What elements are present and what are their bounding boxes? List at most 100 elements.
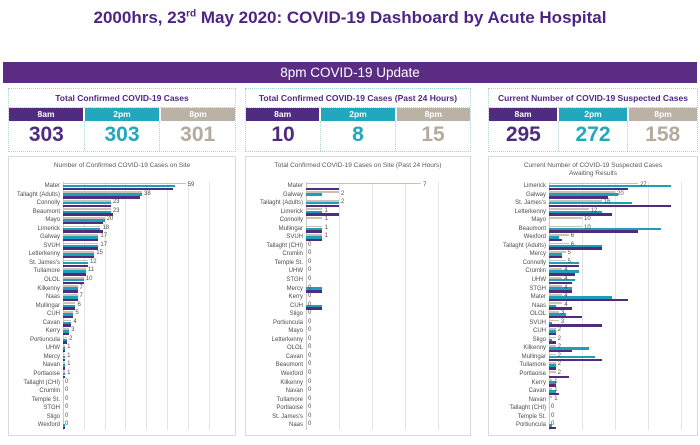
value-label: 0	[308, 318, 312, 325]
bar-8am	[63, 221, 103, 225]
chart-row: Kilkenny 0	[250, 379, 466, 388]
value-label: 0	[65, 404, 69, 411]
category-label: SVUH	[529, 319, 546, 326]
chart-row: SVUH 3	[493, 319, 693, 328]
category-label: OLOL	[529, 311, 546, 318]
headline-values-row: 295 272 158	[489, 121, 697, 151]
category-label: Mullingar	[521, 353, 546, 360]
chart-row: SVUH 1	[250, 233, 466, 242]
chart-row: Naas 0	[250, 421, 466, 430]
bar-group: 2	[549, 336, 681, 345]
bar-2pm	[549, 244, 602, 248]
bar-2pm	[63, 227, 101, 231]
value-label: 15	[96, 250, 103, 257]
page-title-prefix: 2000hrs, 23	[93, 8, 187, 27]
bar-group: 11	[63, 267, 219, 276]
bar-group: 5	[549, 259, 681, 268]
bar-group: 0	[306, 387, 454, 396]
category-label: Kerry	[288, 294, 303, 301]
category-label: SVUH	[43, 242, 60, 249]
category-label: Mayo	[45, 217, 60, 224]
value-label: 4	[564, 276, 568, 283]
chart-row: Portiuncula 2	[13, 336, 231, 345]
panel-total-confirmed: Total Confirmed COVID-19 Cases 8am 2pm 8…	[8, 88, 236, 436]
chart-row: Portiuncula 0	[493, 421, 693, 430]
bar-8am	[549, 358, 602, 362]
bar-2pm	[63, 355, 66, 359]
chart-row: Galway 2	[250, 191, 466, 200]
category-label: CUH	[290, 302, 303, 309]
bar-group: 20	[63, 216, 219, 225]
bar-2pm	[549, 364, 556, 367]
bar-group: 0	[306, 285, 454, 294]
bar-group: 0	[306, 310, 454, 319]
category-label: Mayo	[531, 217, 546, 224]
category-label: Galway	[39, 234, 60, 241]
bar-2pm	[63, 261, 88, 265]
chart-row: Tallaght (CHI) 0	[493, 404, 693, 413]
bar-group: 3	[549, 319, 681, 328]
bar-group: 5	[63, 310, 219, 319]
bar-8pm	[549, 285, 563, 288]
bar-8pm	[306, 199, 339, 202]
page-title-superscript: rd	[186, 8, 197, 20]
value-label: 0	[65, 378, 69, 385]
value-label: 0	[65, 421, 69, 428]
value-label: 5	[567, 258, 571, 265]
category-label: CUH	[533, 328, 546, 335]
value-label: 10	[85, 276, 93, 283]
bar-group: 15	[63, 250, 219, 259]
bar-2pm	[549, 193, 619, 196]
bar-group: 0	[306, 370, 454, 379]
bar-8pm	[549, 216, 582, 219]
bar-8am	[63, 238, 99, 242]
bar-8pm	[63, 191, 143, 194]
bar-8pm	[63, 336, 68, 339]
bar-2pm	[63, 210, 111, 214]
value-label: 0	[308, 310, 312, 317]
bar-group: 12	[63, 259, 219, 268]
headline-value-8pm: 301	[159, 121, 235, 151]
gridline	[648, 182, 649, 430]
bar-8am	[549, 324, 602, 327]
chart-row: Limerick 27	[493, 182, 693, 191]
bar-group: 3	[63, 327, 219, 336]
chart-row: Tallaght (CHI) 0	[13, 379, 231, 388]
gridline	[187, 182, 189, 430]
category-label: OLOL	[43, 277, 60, 284]
bar-group: 6	[549, 242, 681, 251]
value-label: 1	[554, 387, 558, 394]
gridline	[125, 182, 127, 430]
bar-group: 2	[549, 361, 681, 370]
bar-group: 1	[306, 216, 454, 225]
category-label: Kilkenny	[523, 345, 546, 352]
time-header-2pm: 2pm	[85, 108, 159, 121]
bar-2pm	[549, 270, 579, 273]
bar-8pm	[549, 362, 556, 364]
category-label: STGH	[286, 277, 303, 284]
category-label: STGH	[43, 405, 60, 412]
chart-card-confirmed-24h: Total Confirmed COVID-19 Cases on Site (…	[245, 156, 471, 436]
value-label: 6	[77, 301, 81, 308]
chart-row: Tallaght (Adults) 38	[13, 191, 231, 200]
bar-group: 4	[549, 285, 681, 294]
bar-group: 4	[63, 319, 219, 328]
value-label: 1	[67, 361, 71, 368]
update-banner: 8pm COVID-19 Update	[3, 62, 697, 83]
chart-row: Cavan 0	[250, 353, 466, 362]
category-label: Sligo	[532, 336, 546, 343]
value-label: 10	[584, 224, 591, 231]
bar-8pm	[549, 302, 563, 305]
bar-2pm	[549, 424, 553, 427]
bar-group: 6	[63, 302, 219, 311]
bar-group: 2	[306, 191, 454, 200]
category-label: St. James's	[515, 200, 546, 207]
bar-group: 7	[306, 182, 454, 191]
bar-8pm	[306, 225, 323, 228]
bar-2pm	[63, 296, 78, 299]
headline-value-8am: 10	[271, 123, 295, 146]
page-title-suffix: May 2020: COVID-19 Dashboard by Acute Ho…	[196, 8, 607, 27]
bar-8pm	[63, 225, 101, 228]
chart-row: UHW 1	[13, 344, 231, 353]
chart-row: UHW 4	[493, 276, 693, 285]
